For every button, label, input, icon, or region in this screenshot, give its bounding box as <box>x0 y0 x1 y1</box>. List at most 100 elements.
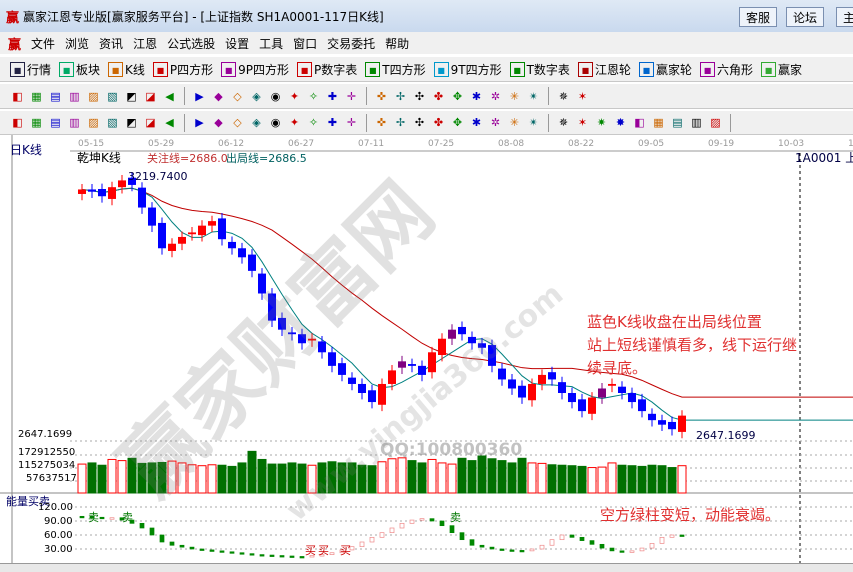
calculator-icon[interactable]: ✲ <box>490 89 501 103</box>
grid2-icon[interactable]: ◀ <box>165 116 174 129</box>
toolbar-button[interactable]: ■ 六角形 <box>699 61 753 78</box>
gold-3-icon[interactable]: ▧ <box>107 116 118 129</box>
toolbar-button[interactable]: ■ T四方形 <box>365 61 426 78</box>
energy-bar <box>249 553 255 556</box>
nav-5-icon[interactable]: ✚ <box>327 89 338 103</box>
candle <box>388 370 396 384</box>
star-icon[interactable]: ◈ <box>252 116 261 129</box>
ma-icon[interactable]: ◧ <box>634 116 645 129</box>
chart-area[interactable]: 05-15 05-29 06-12 06-27 07-11 07-25 08-08 08-22… <box>0 135 853 563</box>
coin-icon[interactable]: ▦ <box>653 116 664 129</box>
menu-item[interactable]: 设置 <box>225 36 250 51</box>
toolbar-button[interactable]: ■ T数字表 <box>509 61 570 78</box>
nav-2-icon[interactable]: ◉ <box>270 89 281 103</box>
hash-icon[interactable]: ▦ <box>31 116 42 129</box>
menu-item[interactable]: 浏览 <box>65 36 90 51</box>
nav-6-icon[interactable]: ✛ <box>346 89 357 103</box>
export-icon[interactable]: ✶ <box>577 89 588 103</box>
chart-canvas[interactable]: 05-15 05-29 06-12 06-27 07-11 07-25 08-08 08-22… <box>0 135 853 563</box>
book-icon[interactable]: ✳ <box>509 89 520 103</box>
flag-icon[interactable]: ◪ <box>145 89 156 103</box>
toolbar-button[interactable]: ■ 赢家轮 <box>638 61 692 78</box>
target-icon[interactable]: ◇ <box>233 116 242 129</box>
circle-icon[interactable]: ◪ <box>145 116 156 129</box>
toolbar-button[interactable]: ■ 板块 <box>59 61 100 78</box>
prev-icon[interactable]: ◆ <box>214 89 223 103</box>
chart-icon[interactable]: ▦ <box>31 89 42 103</box>
home-button[interactable]: 主 <box>836 7 853 27</box>
pct-icon[interactable]: ✷ <box>596 116 607 129</box>
gui-icon[interactable]: ✚ <box>327 116 338 129</box>
calendar-icon[interactable]: ✱ <box>471 89 482 103</box>
toolbar-button[interactable]: ■ 行情 <box>10 61 51 78</box>
net-icon[interactable]: ✳ <box>509 116 520 129</box>
candle <box>538 374 546 384</box>
crosshair-icon[interactable]: ✢ <box>395 89 406 103</box>
diag-icon[interactable]: ✵ <box>558 116 569 129</box>
span-icon[interactable]: ✜ <box>376 116 387 129</box>
menu-item[interactable]: 窗口 <box>293 36 318 51</box>
next-icon[interactable]: ◇ <box>233 89 242 103</box>
doc-icon[interactable]: ▤ <box>50 89 61 103</box>
f-icon[interactable]: ▨ <box>88 116 99 129</box>
net2-icon[interactable]: ✴ <box>528 116 539 129</box>
energy-bar <box>359 541 365 548</box>
customer-service-button[interactable]: 客服 <box>739 7 778 27</box>
pencil-icon[interactable]: ▥ <box>691 116 702 129</box>
fan2-icon[interactable]: ✣ <box>414 116 425 129</box>
toolbar-button[interactable]: ■ 赢家 <box>760 61 802 78</box>
pen-icon[interactable]: ◧ <box>12 116 23 129</box>
candle <box>128 177 136 185</box>
menu-item[interactable]: 江恩 <box>133 36 158 51</box>
cube-icon[interactable]: ✤ <box>433 116 444 129</box>
brush-icon[interactable]: ◩ <box>126 116 137 129</box>
percent-icon[interactable]: ✸ <box>615 116 626 129</box>
forum-button[interactable]: 论坛 <box>786 7 825 27</box>
save-icon[interactable]: ✴ <box>528 89 539 103</box>
gold-2-icon[interactable]: ▥ <box>69 116 80 129</box>
shade-icon[interactable]: ✥ <box>452 116 463 129</box>
print-icon[interactable]: ✵ <box>558 89 569 103</box>
toolbar-button[interactable]: ■ 9P四方形 <box>221 61 289 78</box>
stat-icon[interactable]: ✶ <box>577 116 588 129</box>
wave-icon[interactable]: ✲ <box>490 116 501 129</box>
bar-3-icon[interactable]: ▥ <box>69 89 80 103</box>
bar-9-icon[interactable]: ▨ <box>88 89 99 103</box>
toolbar-button[interactable]: ■ K线 <box>108 61 145 78</box>
menu-item[interactable]: 工具 <box>259 36 284 51</box>
candle-dropdown-icon[interactable]: ▧ <box>107 89 118 103</box>
toolbar-button[interactable]: ■ P四方形 <box>152 61 213 78</box>
draw-icon[interactable]: ✣ <box>414 89 425 103</box>
last-icon[interactable]: ▶ <box>195 89 204 103</box>
n2-icon[interactable]: ▶ <box>195 116 204 129</box>
menu-item[interactable]: 交易委托 <box>327 36 376 51</box>
nav-1-icon[interactable]: ◈ <box>252 89 261 103</box>
toolbar-button[interactable]: ■ P数字表 <box>297 61 357 78</box>
toolbar-button[interactable]: ■ 9T四方形 <box>433 61 502 78</box>
box-icon[interactable]: ◉ <box>270 116 281 129</box>
menu-item[interactable]: 文件 <box>31 36 56 51</box>
lines-icon[interactable]: ✦ <box>289 116 300 129</box>
fan-icon[interactable]: ✥ <box>452 89 463 103</box>
formula-icon[interactable]: ◩ <box>126 89 137 103</box>
angle-icon[interactable]: ✱ <box>471 116 482 129</box>
menu-item[interactable]: 资讯 <box>99 36 124 51</box>
first-icon[interactable]: ◀ <box>165 89 174 103</box>
triangle-icon[interactable]: ◆ <box>214 116 223 129</box>
toolbar-button[interactable]: ■ 江恩轮 <box>577 61 631 78</box>
text-icon[interactable]: ▨ <box>710 116 721 129</box>
shen-icon[interactable]: ✧ <box>308 116 319 129</box>
nav-3-icon[interactable]: ✦ <box>289 89 300 103</box>
menu-item[interactable]: 帮助 <box>385 36 410 51</box>
hand-icon[interactable]: ✜ <box>376 89 387 103</box>
rect-icon[interactable]: ✢ <box>395 116 406 129</box>
bottom-tab-bar[interactable] <box>0 563 853 572</box>
period-dropdown-icon[interactable]: ◧ <box>12 89 23 103</box>
nav-4-icon[interactable]: ✧ <box>308 89 319 103</box>
candle <box>248 254 256 271</box>
node-icon[interactable]: ✤ <box>433 89 444 103</box>
bars-icon[interactable]: ✛ <box>346 116 357 129</box>
gold-1-icon[interactable]: ▤ <box>50 116 61 129</box>
menu-item[interactable]: 公式选股 <box>167 36 216 51</box>
gold-line-icon[interactable]: ▤ <box>672 116 683 129</box>
